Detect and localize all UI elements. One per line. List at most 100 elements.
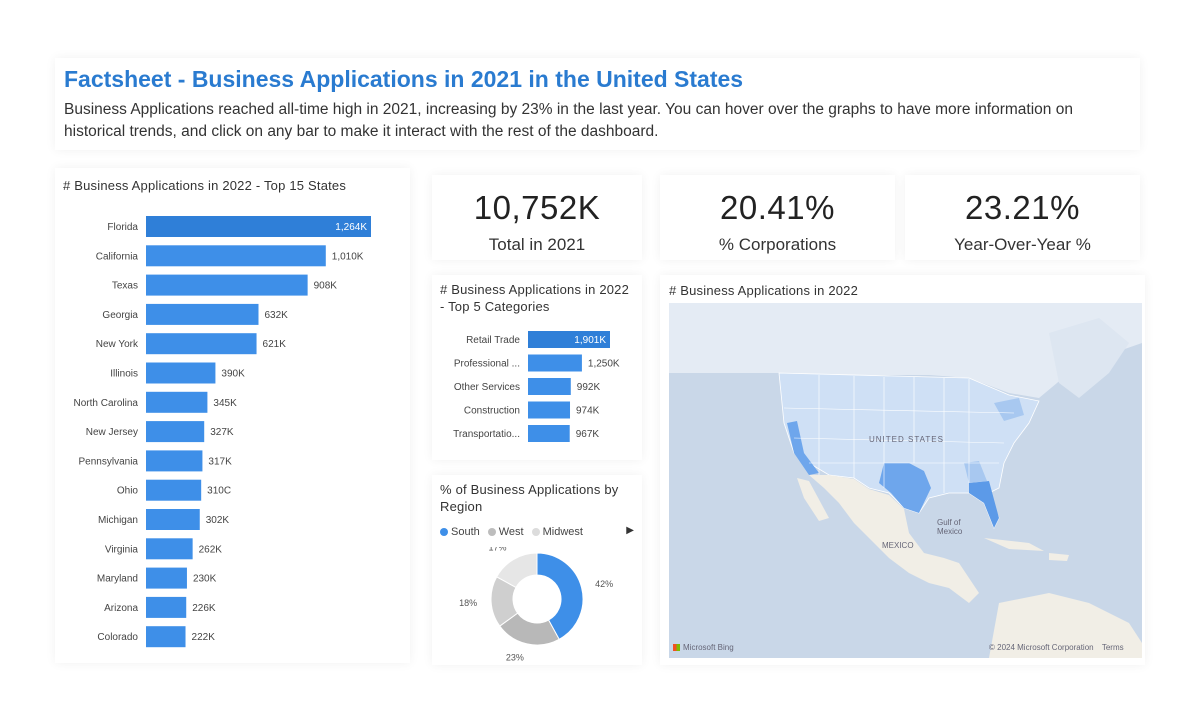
kpi-corporations-label: % Corporations [718, 235, 837, 254]
bar[interactable] [146, 421, 205, 443]
region-chart-title: % of Business Applications by Region [440, 482, 619, 514]
category-label: Virginia [105, 544, 139, 555]
category-label: Transportatio... [453, 429, 520, 440]
slice-label: 42% [595, 579, 613, 589]
legend-midwest[interactable]: Midwest [531, 526, 583, 538]
data-label: 317K [208, 456, 232, 467]
atlantic-land [1049, 318, 1129, 398]
state-florida [969, 481, 999, 528]
data-label: 632K [265, 310, 289, 321]
category-label: California [96, 251, 139, 262]
bar[interactable] [528, 425, 570, 442]
bar[interactable] [528, 331, 610, 348]
category-label: Arizona [104, 603, 138, 614]
kpi-total-value: 10,752K [473, 189, 601, 226]
category-label: Pennsylvania [79, 456, 139, 467]
cuba-land [984, 538, 1044, 551]
bar[interactable] [146, 274, 308, 296]
bar[interactable] [528, 378, 571, 395]
category-label: Other Services [454, 382, 520, 393]
category-label: Georgia [102, 310, 138, 321]
microsoft-logo-icon [673, 644, 680, 651]
kpi-corporations-value: 20.41% [720, 189, 835, 226]
region-legend: South West Midwest [440, 526, 583, 538]
legend-next-arrow-icon[interactable]: ▶ [626, 525, 634, 536]
bar[interactable] [528, 354, 582, 372]
state-california [787, 421, 819, 475]
page-description: Business Applications reached all-time h… [64, 101, 1073, 140]
bar[interactable] [146, 450, 203, 472]
map-shapes [669, 303, 1142, 658]
bar[interactable] [146, 479, 202, 501]
baja-land [797, 478, 829, 521]
state-borders [783, 375, 1015, 493]
bar[interactable] [146, 567, 187, 589]
map-gulf-label: Gulf of Mexico [937, 518, 963, 536]
south-america-land [989, 593, 1142, 658]
categories-chart-card: # Business Applications in 2022 - Top 5 … [432, 275, 642, 460]
data-label: 1,264K [335, 222, 367, 233]
data-label: 302K [206, 515, 230, 526]
state-georgia [964, 461, 987, 483]
bar[interactable] [146, 245, 326, 267]
map-country-label: UNITED STATES [869, 435, 944, 444]
category-label: North Carolina [74, 398, 139, 409]
kpi-corporations: 20.41% % Corporations [660, 175, 895, 260]
bar[interactable] [146, 509, 200, 530]
bar[interactable] [528, 401, 571, 419]
canada-land [669, 303, 1142, 398]
states-bar-chart: Florida 1,264K California 1,010K Texas 908K Ge… [74, 216, 371, 648]
states-chart-title: # Business Applications in 2022 - Top 15… [63, 178, 347, 193]
hispaniola-land [1049, 553, 1069, 561]
data-label: 1,010K [332, 251, 364, 262]
donut-slice[interactable] [496, 552, 538, 589]
states-chart-card: # Business Applications in 2022 - Top 15… [55, 168, 410, 663]
data-label: 1,250K [588, 359, 620, 370]
bar[interactable] [146, 303, 259, 325]
data-label: 230K [193, 574, 217, 585]
data-label: 222K [192, 632, 216, 643]
data-label: 621K [263, 339, 287, 350]
kpi-total: 10,752K Total in 2021 [432, 175, 642, 260]
legend-west[interactable]: West [487, 526, 524, 538]
kpi-yoy: 23.21% Year-Over-Year % [905, 175, 1140, 260]
categories-bar-chart: Retail Trade 1,901K Professional ... 1,250K… [453, 331, 620, 442]
category-label: Florida [107, 222, 138, 233]
map-attribution: © 2024 Microsoft Corporation Terms [989, 643, 1124, 652]
data-label: 992K [577, 382, 601, 393]
category-label: Retail Trade [466, 335, 520, 346]
legend-south[interactable]: South [440, 526, 480, 538]
bar[interactable] [146, 216, 371, 237]
region-donut-chart: 42% 23% 18% 17% [459, 547, 613, 662]
data-label: 327K [210, 427, 234, 438]
kpi-yoy-value: 23.21% [965, 189, 1080, 226]
category-label: Michigan [98, 515, 138, 526]
map-terms-link[interactable]: Terms [1101, 643, 1124, 652]
state-ny [994, 398, 1024, 421]
category-label: Colorado [97, 632, 138, 643]
bar[interactable] [146, 333, 257, 355]
category-label: Construction [464, 406, 520, 417]
bar[interactable] [146, 538, 193, 560]
data-label: 345K [213, 398, 237, 409]
data-label: 310C [207, 486, 231, 497]
categories-chart-title: # Business Applications in 2022 - Top 5 … [440, 282, 630, 314]
category-label: Maryland [97, 574, 138, 585]
category-label: Professional ... [454, 359, 520, 370]
state-texas [879, 463, 931, 513]
donut-slice[interactable] [536, 552, 584, 640]
us-map[interactable]: UNITED STATES Gulf of Mexico MEXICO Micr… [669, 303, 1142, 658]
bar[interactable] [146, 626, 186, 648]
data-label: 390K [221, 369, 245, 380]
bar[interactable] [146, 391, 208, 413]
category-label: Texas [112, 281, 138, 292]
slice-label: 17% [488, 547, 506, 552]
mexico-land [809, 475, 979, 603]
map-card: # Business Applications in 2022 [660, 275, 1145, 665]
category-label: New Jersey [86, 427, 138, 438]
data-label: 1,901K [574, 335, 606, 346]
category-label: Illinois [110, 369, 138, 380]
bar[interactable] [146, 362, 216, 384]
bar[interactable] [146, 596, 187, 618]
data-label: 262K [199, 544, 223, 555]
